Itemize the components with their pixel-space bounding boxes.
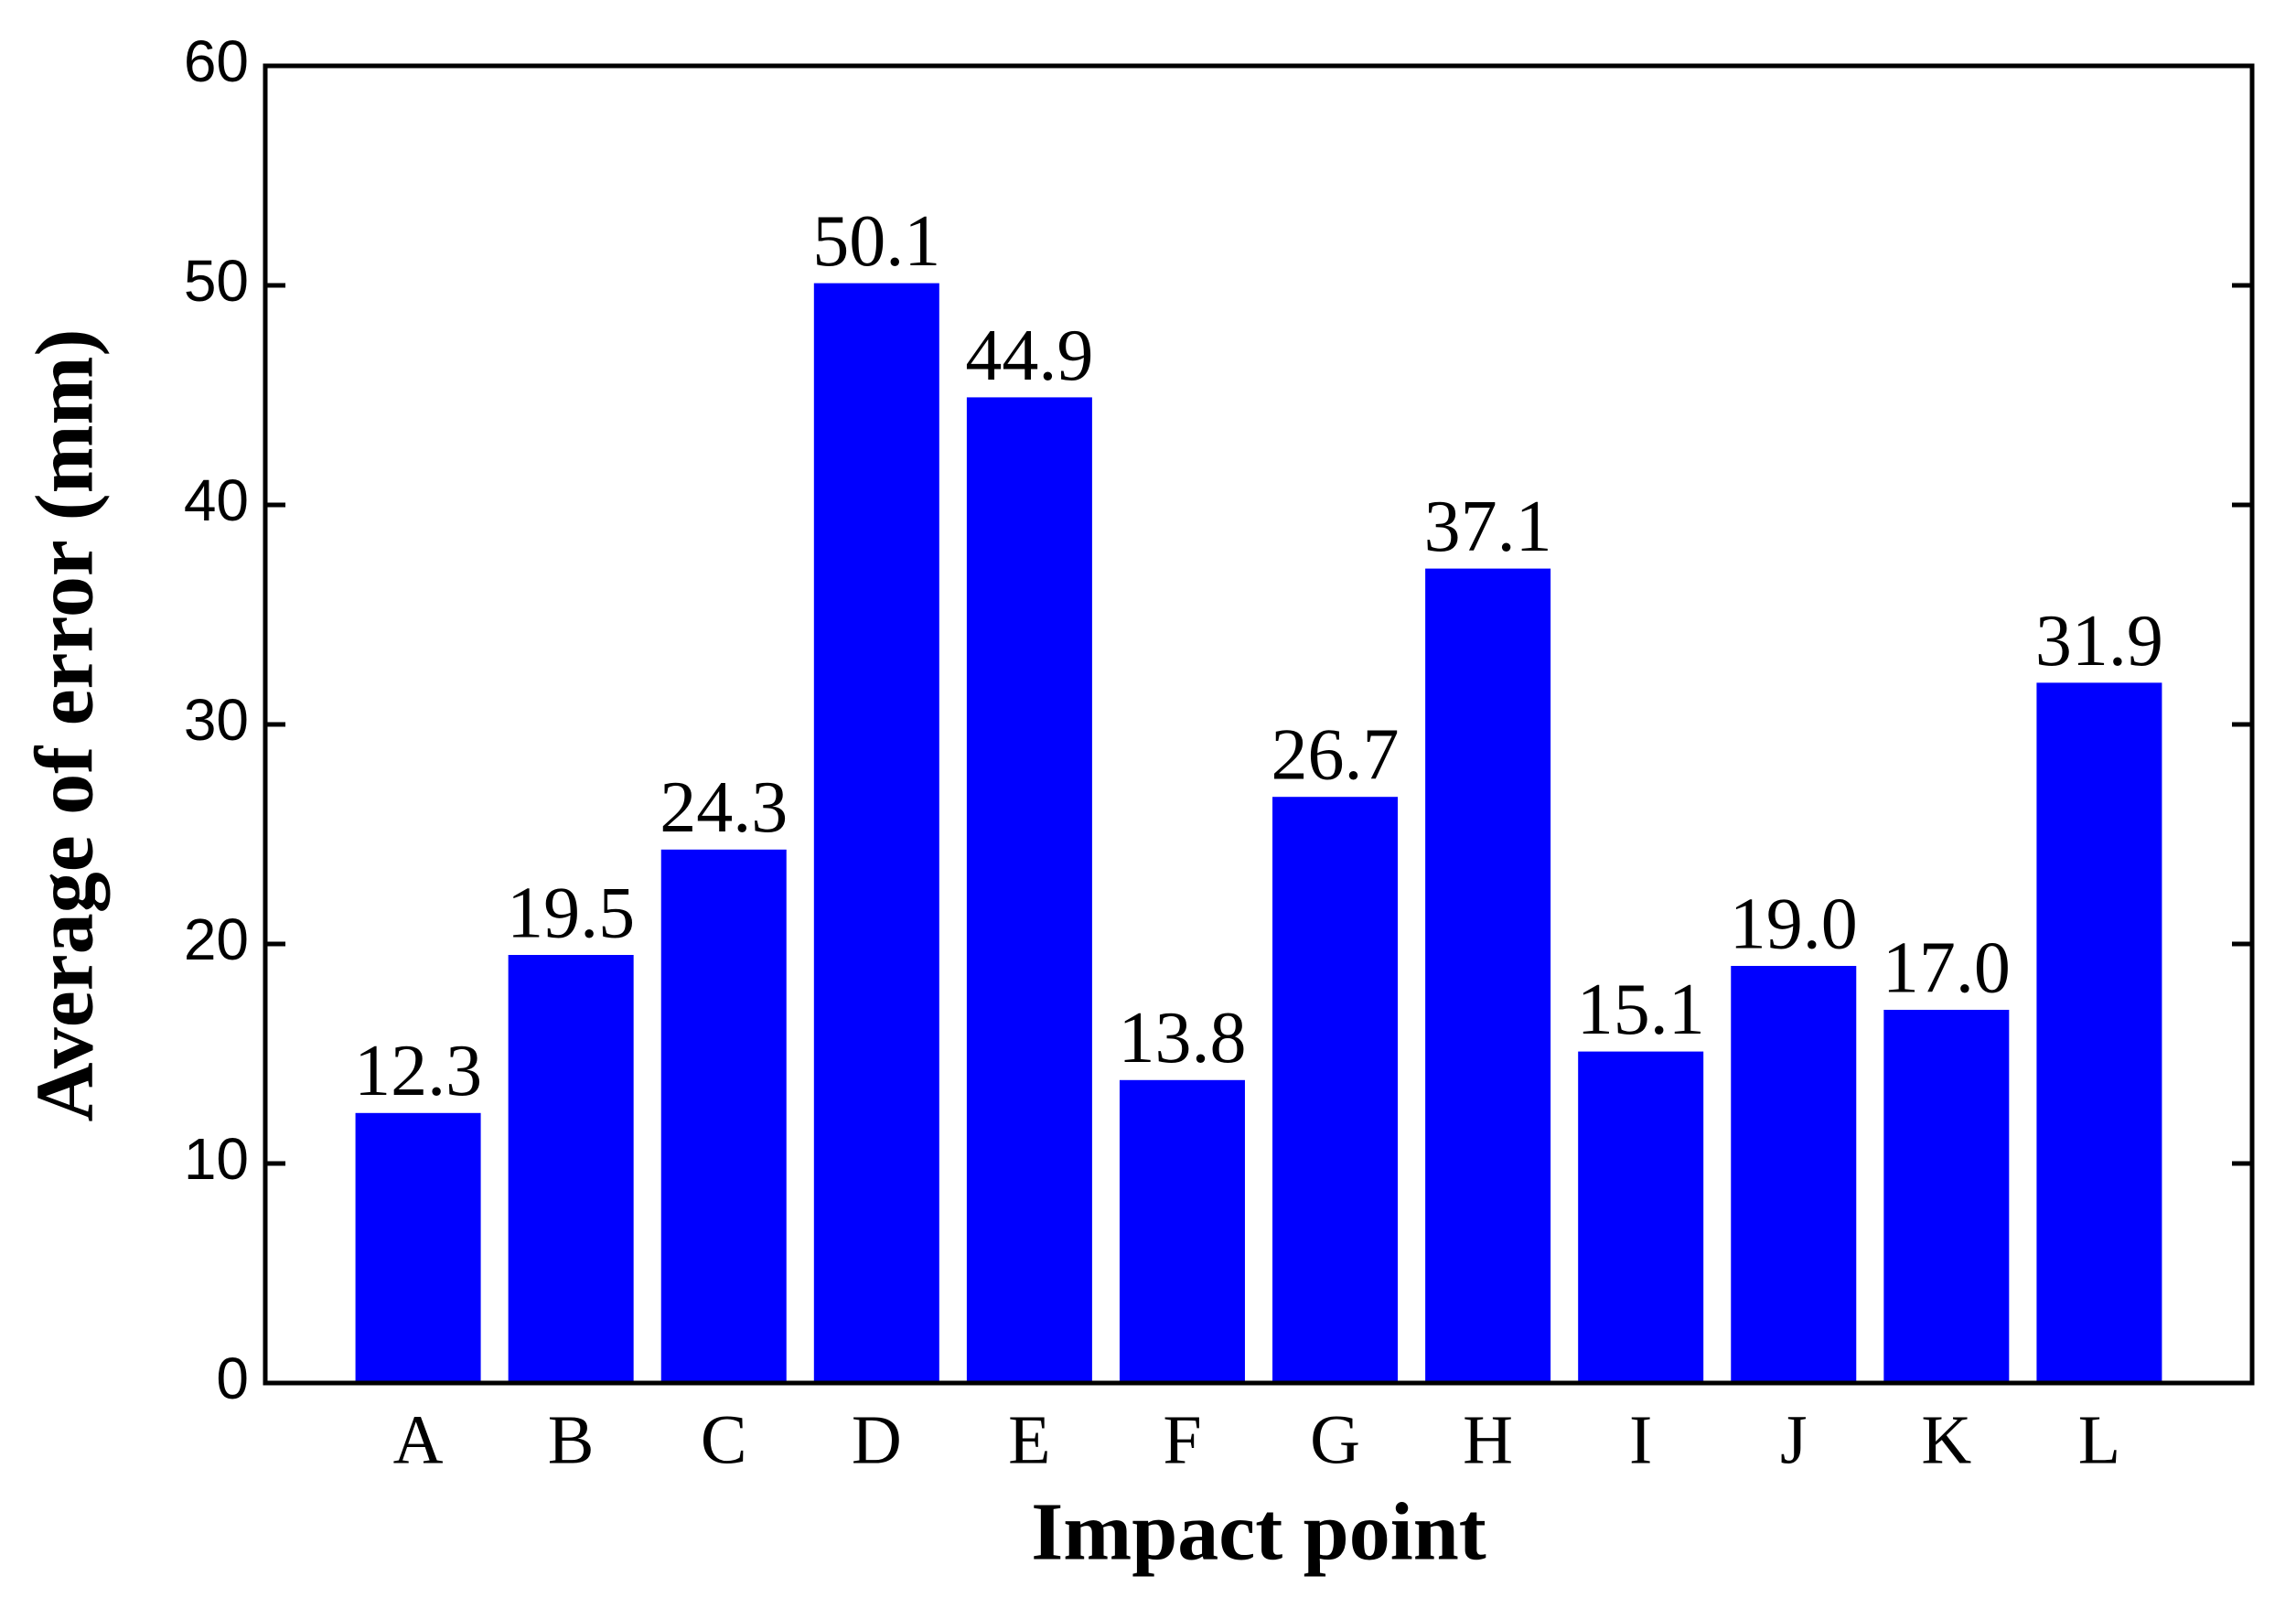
value-label: 19.0 bbox=[1730, 884, 1858, 964]
y-tick-label: 30 bbox=[184, 687, 249, 753]
x-tick-label: D bbox=[852, 1401, 902, 1478]
bar bbox=[1272, 797, 1399, 1383]
x-tick-label: I bbox=[1629, 1401, 1652, 1478]
value-label: 50.1 bbox=[812, 201, 940, 282]
bar bbox=[1425, 568, 1551, 1383]
y-axis-title: Average of error (mm) bbox=[20, 328, 111, 1121]
x-tick-label: J bbox=[1780, 1401, 1808, 1478]
bar bbox=[813, 283, 939, 1384]
x-tick-label: C bbox=[701, 1401, 747, 1478]
x-tick-label: A bbox=[393, 1401, 444, 1478]
x-tick-label: G bbox=[1310, 1401, 1360, 1478]
value-label: 15.1 bbox=[1577, 970, 1705, 1050]
bar bbox=[1731, 966, 1857, 1383]
y-tick-label: 0 bbox=[216, 1346, 249, 1411]
x-tick-label: E bbox=[1008, 1401, 1050, 1478]
y-tick-label: 40 bbox=[184, 467, 249, 533]
x-tick-label: B bbox=[548, 1401, 595, 1478]
x-axis-title: Impact point bbox=[1031, 1487, 1486, 1578]
y-tick-label: 60 bbox=[184, 28, 249, 94]
bar bbox=[1578, 1051, 1704, 1383]
value-label: 24.3 bbox=[660, 767, 788, 848]
bar bbox=[355, 1112, 481, 1383]
bar bbox=[2036, 682, 2162, 1383]
x-tick-label: F bbox=[1163, 1401, 1201, 1478]
bar bbox=[1883, 1010, 2010, 1383]
value-label: 17.0 bbox=[1883, 927, 2011, 1008]
bar bbox=[660, 849, 787, 1383]
bar bbox=[508, 955, 634, 1383]
value-label: 13.8 bbox=[1118, 998, 1246, 1078]
value-label: 37.1 bbox=[1424, 487, 1552, 567]
value-label: 12.3 bbox=[354, 1031, 482, 1111]
plot-frame bbox=[263, 63, 2255, 1386]
y-tick-label: 50 bbox=[184, 248, 249, 314]
x-tick-label: K bbox=[1921, 1401, 1971, 1478]
bar bbox=[966, 397, 1092, 1383]
y-tick-label: 20 bbox=[184, 906, 249, 972]
value-label: 26.7 bbox=[1271, 715, 1400, 796]
x-tick-label: H bbox=[1463, 1401, 1513, 1478]
value-label: 44.9 bbox=[965, 316, 1093, 396]
y-tick-label: 10 bbox=[184, 1126, 249, 1192]
value-label: 19.5 bbox=[507, 873, 635, 953]
x-tick-label: L bbox=[2078, 1401, 2120, 1478]
value-label: 31.9 bbox=[2035, 601, 2163, 681]
bar bbox=[1119, 1079, 1245, 1383]
